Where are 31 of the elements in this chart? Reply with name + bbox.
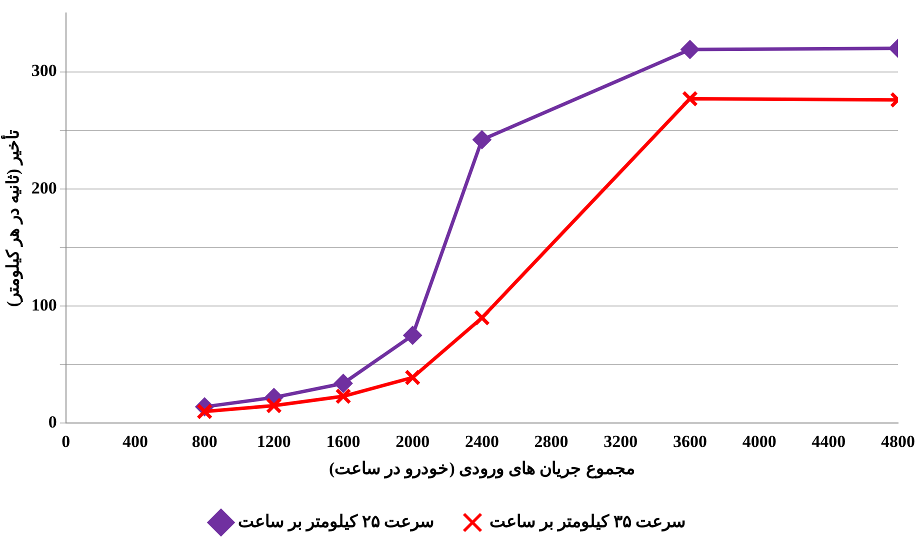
point (334, 374, 353, 393)
point (680, 40, 700, 60)
x-tick-label: 4000 (742, 432, 776, 451)
y-tick-label: 200 (31, 178, 57, 198)
point (335, 388, 352, 404)
x-tick-label: 3600 (672, 432, 707, 451)
point (266, 398, 282, 414)
x-tick-label: 0 (62, 432, 70, 451)
x-tick-label: 400 (122, 432, 148, 451)
y-tick-label: 100 (31, 295, 57, 314)
x-tick-label: 800 (192, 432, 218, 451)
y-tick-label: 300 (31, 61, 57, 80)
legend-label: سرعت ۳۵ کیلومتر بر ساعت (490, 512, 686, 532)
point (403, 326, 422, 345)
x-tick-label: 4400 (812, 432, 846, 451)
point (404, 369, 421, 386)
y-tick-label: 0 (48, 412, 57, 432)
x-tick-label: 1200 (256, 432, 291, 451)
point (196, 403, 213, 420)
point (474, 310, 490, 326)
x-tick-label: 2800 (534, 432, 568, 451)
point (682, 90, 698, 107)
x-tick-label: 2400 (464, 432, 499, 451)
x-tick-label: 4800 (881, 432, 915, 451)
x-tick-label: 2000 (396, 432, 430, 451)
x-tick-label: 1600 (326, 432, 360, 451)
x-tick-label: 3200 (604, 432, 638, 451)
y-axis-title: تأخیر (ثانیه در هر کیلومتر) (0, 130, 24, 307)
legend-label: سرعت ۲۵ کیلومتر بر ساعت (238, 512, 434, 532)
point (472, 130, 492, 150)
x-axis-title: مجموع جریان های ورودی (خودرو در ساعت) (329, 459, 635, 480)
